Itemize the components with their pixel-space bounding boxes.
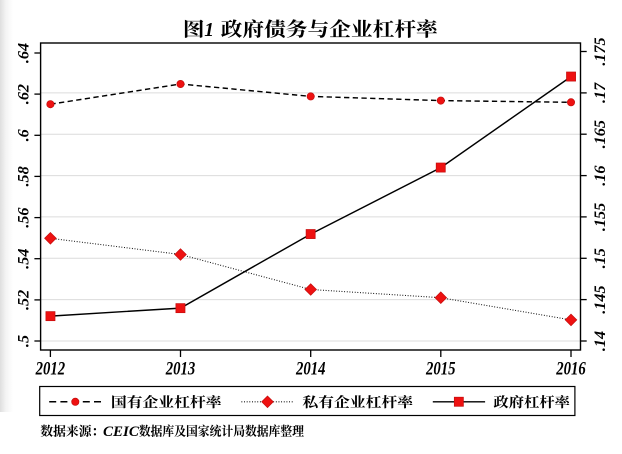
svg-text:.56: .56 bbox=[14, 207, 32, 228]
svg-text:2013: 2013 bbox=[165, 360, 195, 380]
svg-text:.14: .14 bbox=[591, 331, 609, 351]
svg-text:.155: .155 bbox=[591, 203, 609, 231]
svg-text:.62: .62 bbox=[14, 84, 32, 104]
svg-text:.145: .145 bbox=[591, 285, 609, 313]
svg-text:.175: .175 bbox=[591, 37, 609, 65]
svg-text:.58: .58 bbox=[14, 166, 32, 186]
svg-text:.52: .52 bbox=[14, 290, 32, 310]
svg-text:.16: .16 bbox=[591, 165, 609, 186]
svg-text:.15: .15 bbox=[591, 248, 609, 268]
svg-text:.54: .54 bbox=[14, 249, 32, 269]
svg-text:2012: 2012 bbox=[35, 360, 65, 380]
svg-text:1: 1 bbox=[204, 20, 214, 41]
svg-text:2014: 2014 bbox=[295, 360, 325, 380]
svg-text:2016: 2016 bbox=[555, 360, 586, 380]
svg-text:.5: .5 bbox=[14, 335, 32, 347]
svg-text:CEIC: CEIC bbox=[103, 424, 140, 440]
svg-text:.6: .6 bbox=[14, 128, 32, 141]
svg-text:.165: .165 bbox=[591, 120, 609, 148]
svg-text:2015: 2015 bbox=[425, 360, 455, 380]
svg-text:.17: .17 bbox=[591, 82, 609, 103]
svg-text:.64: .64 bbox=[14, 43, 32, 63]
